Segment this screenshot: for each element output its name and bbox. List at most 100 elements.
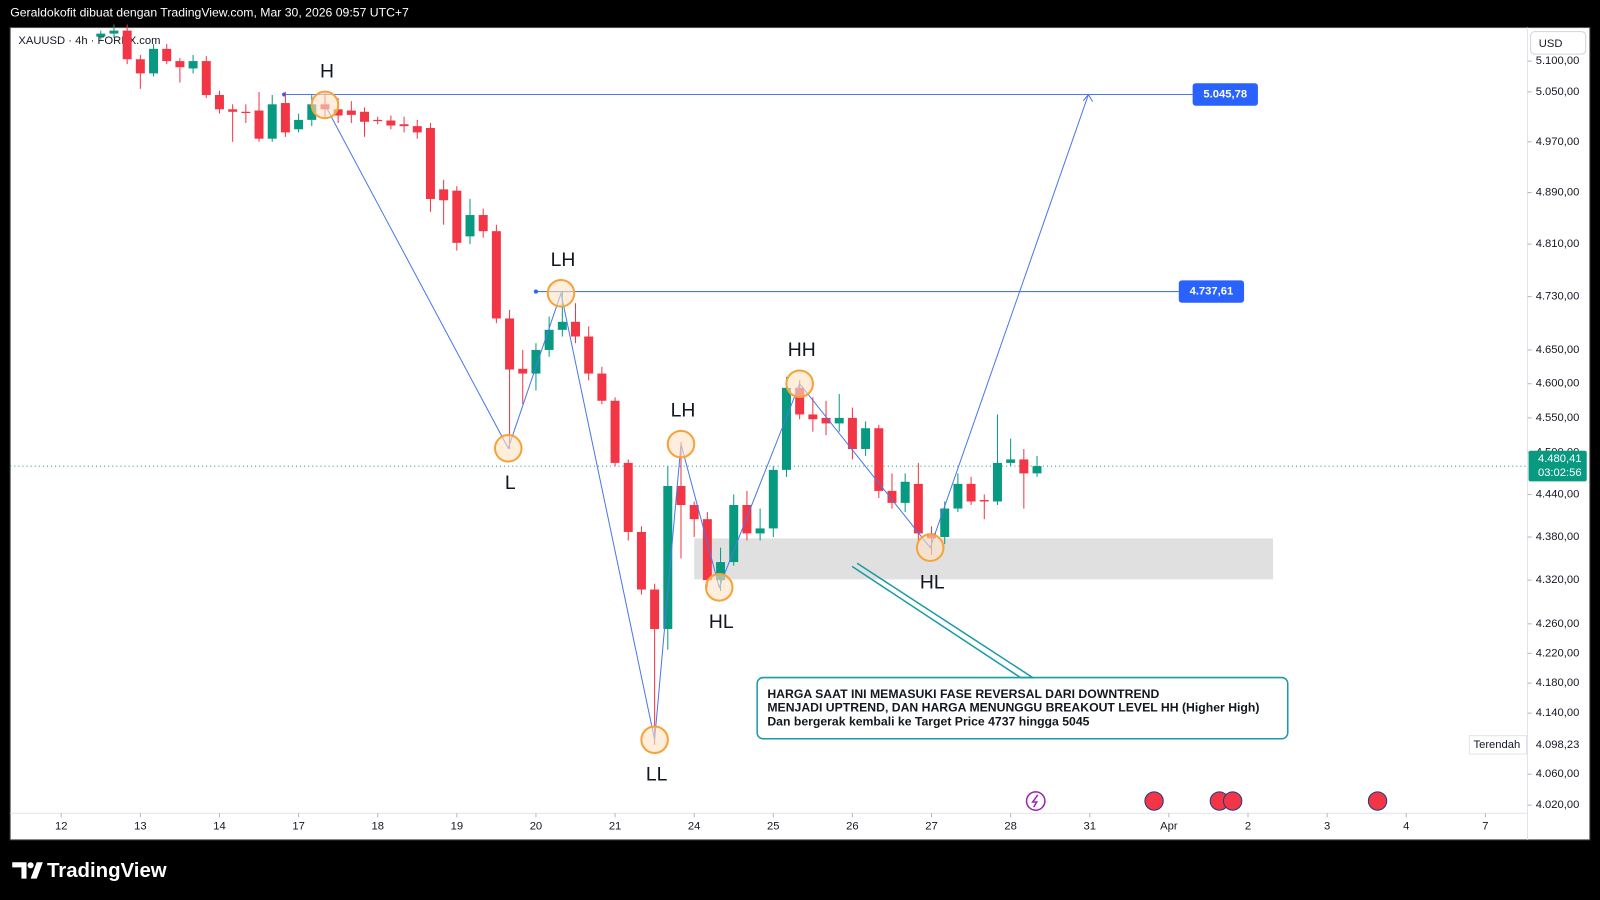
x-tick-label: 3: [1324, 820, 1330, 832]
candle-body: [623, 462, 633, 532]
candle-body: [821, 417, 831, 424]
support-zone: [694, 538, 1274, 580]
callout-line: Dan bergerak kembali ke Target Price 473…: [767, 715, 1089, 729]
y-tick-label: 5.050,00: [1536, 86, 1580, 98]
x-tick-label: 7: [1482, 820, 1488, 832]
level-label: 5.045,78: [1203, 88, 1247, 100]
x-tick-label: 28: [1004, 820, 1016, 832]
x-tick-label: 19: [451, 820, 463, 832]
pivot-label: H: [320, 60, 334, 82]
y-tick-label: 4.380,00: [1536, 531, 1580, 543]
level-label: 4.737,61: [1190, 286, 1234, 298]
x-tick-label: 31: [1084, 820, 1096, 832]
candle-body: [452, 190, 462, 243]
y-tick-label: 4.140,00: [1536, 707, 1580, 719]
candle-body: [439, 189, 449, 201]
candle-body: [544, 329, 554, 350]
x-tick-label: 2: [1245, 820, 1251, 832]
candle-body: [663, 485, 673, 629]
brand: TradingView: [47, 860, 167, 882]
x-tick-label: 21: [609, 820, 621, 832]
event-icon-glyph: [1031, 794, 1039, 808]
x-tick-label: 26: [846, 820, 858, 832]
candle-body: [847, 417, 857, 449]
candle-body: [716, 562, 726, 581]
y-tick-label: 4.320,00: [1536, 574, 1580, 586]
brand-logo: [12, 862, 43, 879]
candle-body: [505, 318, 515, 370]
candle-body: [96, 33, 106, 37]
x-tick-label: 20: [530, 820, 542, 832]
y-tick-label: 4.020,00: [1536, 799, 1580, 811]
callout-line: HARGA SAAT INI MEMASUKI FASE REVERSAL DA…: [767, 687, 1159, 701]
candle-body: [861, 428, 871, 449]
pivot-marker: [785, 369, 814, 399]
pivot-marker: [310, 90, 340, 120]
candle-body: [874, 428, 884, 491]
countdown-label: 03:02:56: [1538, 467, 1582, 479]
candle-body: [109, 30, 119, 34]
candle-body: [254, 110, 264, 139]
candle-body: [702, 519, 712, 581]
event-icon[interactable]: [1367, 791, 1388, 811]
candle-body: [781, 387, 791, 470]
candle-body: [518, 368, 528, 374]
event-icon[interactable]: [1025, 791, 1046, 811]
candle-body: [267, 104, 277, 139]
low-marker-text: Terendah: [1473, 739, 1520, 751]
candle-body: [346, 110, 356, 115]
x-tick-label: 13: [134, 820, 146, 832]
pivot-marker: [704, 573, 734, 602]
level-label-box: [1178, 280, 1245, 303]
y-tick-label: 4.060,00: [1536, 768, 1580, 780]
candle-body: [175, 61, 185, 68]
candle-body: [557, 321, 567, 330]
plot: 5.100,00 5.050,00 4.970,00 4.890,00 4.810,00…: [10, 24, 1587, 832]
y-tick-label: 4.810,00: [1536, 238, 1580, 250]
candle-body: [228, 109, 238, 112]
candle-body: [913, 483, 923, 534]
logo-mark: [12, 862, 43, 879]
candle-body: [755, 528, 765, 534]
y-tick-label: 4.550,00: [1536, 412, 1580, 424]
candle-body: [412, 126, 422, 133]
candle-body: [333, 109, 343, 116]
symbol: XAUUSD · 4h · FOREX.com: [18, 35, 160, 47]
candle-body: [1006, 459, 1016, 463]
candle-body: [307, 104, 317, 120]
candle-body: [122, 30, 132, 60]
low-marker-label: 4.098,23: [1536, 739, 1580, 751]
candle-body: [280, 103, 290, 133]
currency: USD: [1539, 38, 1563, 50]
y-tick-label: 4.650,00: [1536, 344, 1580, 356]
event-icons: [1025, 791, 1388, 811]
callout-line: MENJADI UPTREND, DAN HARGA MENUNGGU BREA…: [767, 700, 1259, 714]
candle-body: [979, 500, 989, 502]
candle-body: [386, 120, 396, 126]
candle-body: [650, 589, 660, 629]
x-tick-label: 17: [292, 820, 304, 832]
candle-body: [834, 417, 844, 424]
pivot-marker: [915, 533, 945, 562]
y-tick-label: 4.220,00: [1536, 647, 1580, 659]
candle-body: [149, 48, 159, 74]
currency-box[interactable]: [1530, 31, 1587, 55]
candle-body: [900, 481, 910, 503]
pivot-marker: [493, 434, 523, 463]
pivot-label: HL: [920, 572, 945, 594]
event-icon[interactable]: [1144, 791, 1164, 811]
candle-body: [676, 485, 686, 506]
candle-body: [689, 505, 699, 520]
x-tick-label: 14: [213, 820, 225, 832]
event-icon[interactable]: [1222, 791, 1243, 811]
level-anchor: [533, 289, 538, 294]
x-tick-label: 27: [925, 820, 937, 832]
y-tick-label: 4.730,00: [1536, 291, 1580, 303]
y-tick-label: 4.260,00: [1536, 618, 1580, 630]
candle-body: [610, 400, 620, 463]
candle-body: [636, 531, 646, 590]
candle-body: [597, 373, 607, 401]
candle-body: [531, 349, 541, 374]
